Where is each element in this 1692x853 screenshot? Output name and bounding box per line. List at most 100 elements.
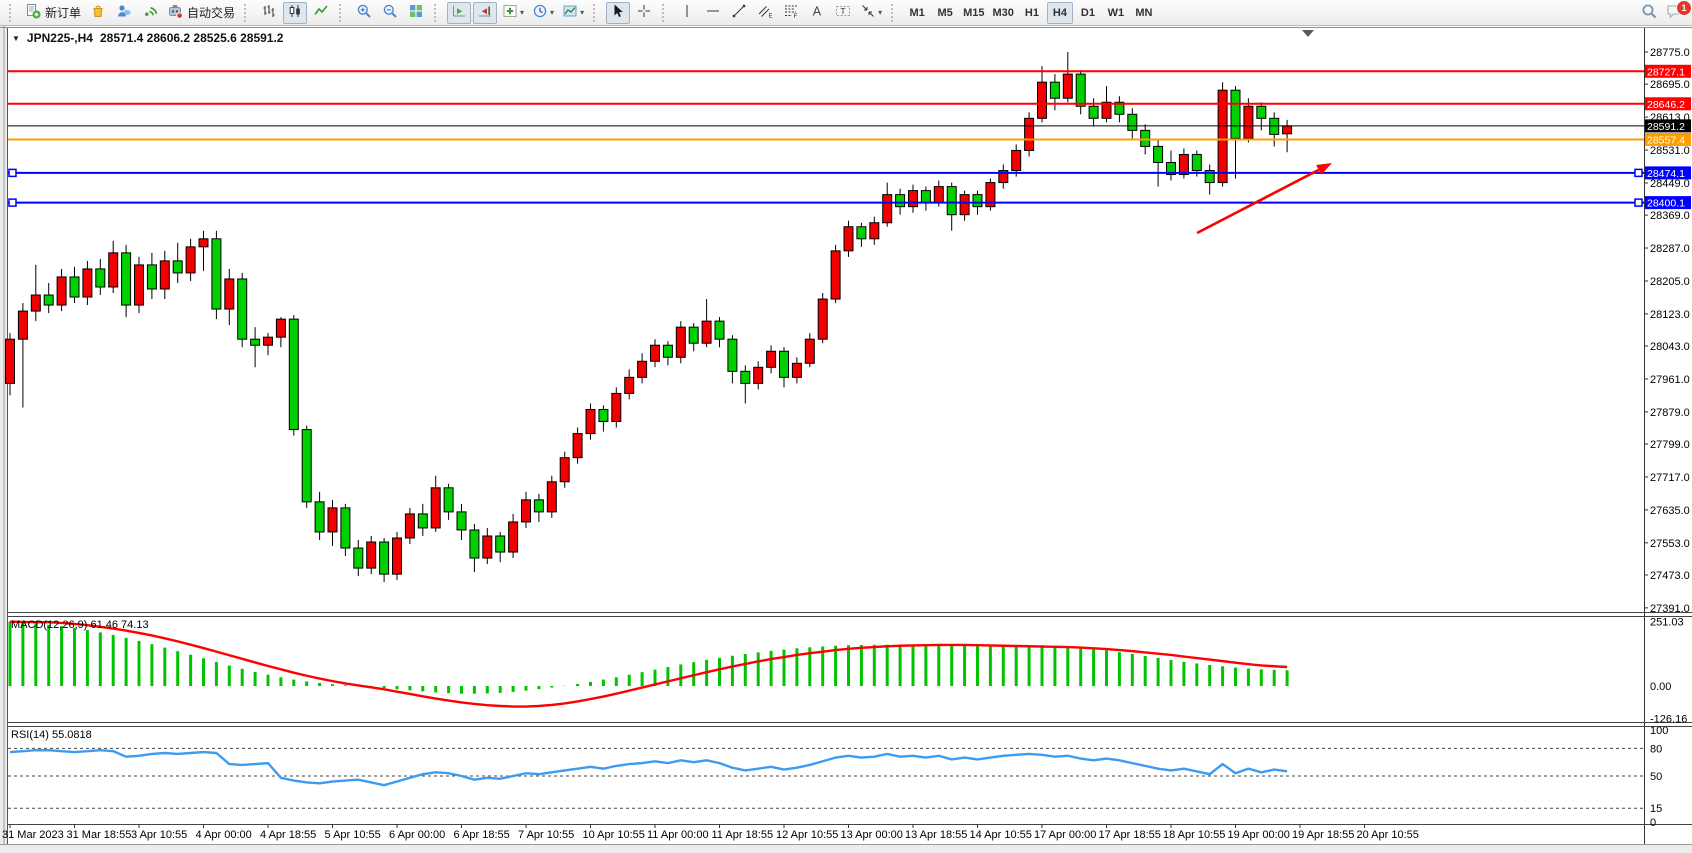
toolbar-grip [662,3,670,22]
new-order-button[interactable]: 新订单 [22,2,84,24]
price-level-text: 28646.2 [1647,99,1685,111]
chart-shift-button[interactable] [473,1,498,24]
indicators-button[interactable]: ▾ [499,2,527,24]
tf-m30-button[interactable]: M30 [992,6,1014,19]
candle [134,256,144,314]
candle [1217,82,1228,187]
text-label-button[interactable]: T [831,2,855,24]
chat-button[interactable]: 1 [1663,0,1692,24]
tf-m5-button[interactable]: M5 [937,6,953,19]
line-handle[interactable] [1634,168,1643,178]
candle [469,523,480,573]
bar-chart-button[interactable] [257,2,281,24]
tf-mn-button[interactable]: MN [1135,6,1153,19]
price-tick-label: 28043.0 [1650,341,1690,353]
candle [740,365,751,404]
line-handle[interactable] [8,198,17,207]
search-icon [1641,3,1658,23]
equidistant-channel-button[interactable]: E [753,2,777,24]
fibonacci-button[interactable]: F [779,2,803,24]
candle [1243,98,1254,143]
trendline-button[interactable] [727,2,751,24]
candle [688,323,699,352]
cursor-button[interactable] [606,1,631,24]
line-handle[interactable] [1634,198,1643,207]
candle [121,244,132,318]
chart-title[interactable]: ▼ JPN225-,H4 28571.4 28606.2 28525.6 285… [12,31,283,45]
line-handle[interactable] [8,168,17,178]
candle [1153,140,1164,187]
candle [417,503,428,536]
line-chart-button[interactable] [309,2,333,24]
vertical-line-button[interactable] [675,2,699,24]
candle [882,182,893,227]
zoom-in-button[interactable] [352,2,376,24]
autotrading-label: 自动交易 [187,6,236,20]
rsi-line [9,749,1288,787]
candle [1127,108,1138,139]
periods-icon [532,3,548,22]
chart-background [0,26,1692,853]
candle [159,250,170,300]
community-button[interactable] [112,2,136,24]
price-tick-label: 27879.0 [1650,407,1690,419]
trend-arrow[interactable] [1196,163,1332,235]
tf-m1-button[interactable]: M1 [909,6,925,19]
auto-scroll-button[interactable] [447,1,472,24]
arrows-button[interactable]: ▾ [857,2,885,24]
candle [288,315,299,436]
candle [559,451,570,488]
price-tick-label: 27717.0 [1650,472,1690,484]
time-tick-label: 19 Apr 18:55 [1292,829,1354,841]
dropdown-caret-icon: ▾ [520,8,525,17]
candle [95,258,106,296]
zoom-out-icon [382,3,398,22]
signals-button[interactable] [138,2,162,24]
price-level-text: 28557.4 [1647,134,1685,146]
candlestick-button[interactable] [283,1,308,24]
svg-text:A: A [813,5,822,19]
candle [714,317,725,348]
horizontal-line-button[interactable] [701,2,725,24]
candle [791,357,802,384]
tf-w1-button[interactable]: W1 [1107,6,1125,19]
autotrading-button[interactable]: 自动交易 [164,2,238,24]
tf-h1-button[interactable]: H1 [1024,6,1039,19]
search-button[interactable] [1637,2,1661,24]
time-tick-label: 11 Apr 00:00 [647,829,709,841]
rsi-pane: 100 80 50 15 0 [8,725,1668,829]
tf-d1-button[interactable]: D1 [1080,6,1095,19]
candle [211,230,222,320]
zoom-out-button[interactable] [378,2,402,24]
candle [392,531,402,581]
macd-indicator-label: MACD(12,26,9) 61.46 74.13 [11,619,149,631]
time-axis[interactable]: 31 Mar 2023 31 Mar 18:55 3 Apr 10:55 4 Apr … [2,824,1419,841]
candle [366,535,377,575]
time-tick-label: 4 Apr 18:55 [260,829,316,841]
candle [701,299,712,348]
toolbar-grip [891,3,899,22]
svg-text:E: E [769,14,773,20]
time-tick-label: 31 Mar 2023 [2,829,64,841]
macd-axis-label: -126.16 [1650,713,1687,725]
templates-button[interactable]: ▾ [559,2,587,24]
crosshair-button[interactable] [632,2,656,24]
candle [804,333,815,368]
chart-shift-marker[interactable] [1302,30,1314,37]
text-button[interactable]: A [805,2,829,24]
time-tick-label: 18 Apr 10:55 [1163,829,1225,841]
price-tick-label: 28613.0 [1650,112,1690,124]
time-tick-label: 6 Apr 18:55 [454,829,510,841]
periods-button[interactable]: ▾ [529,2,557,24]
tile-windows-button[interactable] [404,2,428,24]
candle [1024,112,1035,157]
candle [1166,150,1176,181]
tf-h4-button[interactable]: H4 [1046,1,1073,24]
candle [198,230,209,271]
market-button[interactable] [86,2,110,24]
svg-text:T: T [840,6,845,16]
tf-m15-button[interactable]: M15 [963,6,985,19]
price-level-label [1645,64,1691,78]
macd-axis-label: 0.00 [1650,681,1671,693]
